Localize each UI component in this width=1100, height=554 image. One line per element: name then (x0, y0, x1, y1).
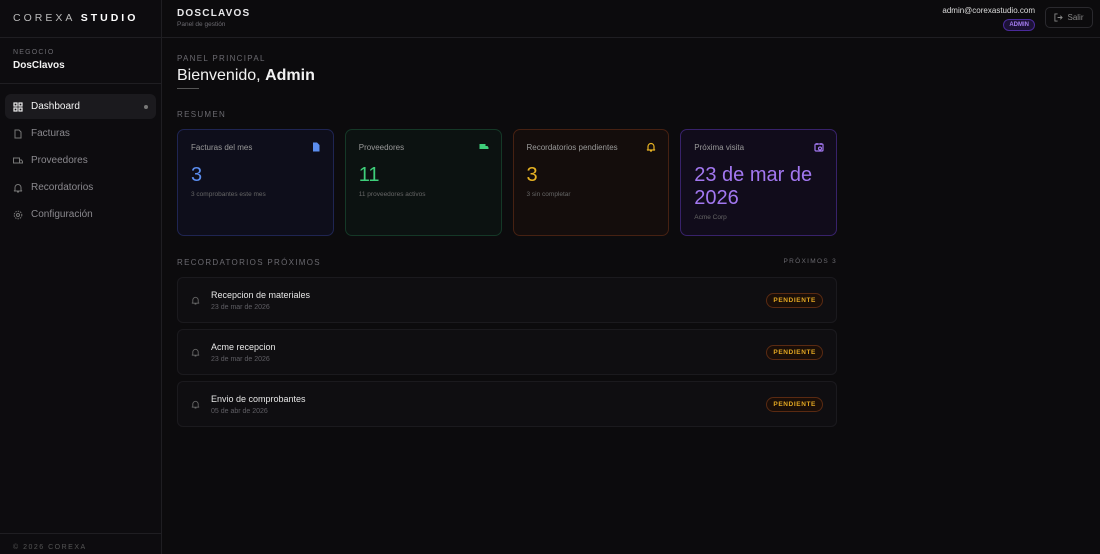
sidebar-item-proveedores[interactable]: Proveedores (5, 148, 156, 173)
sidebar-item-label: Dashboard (31, 101, 80, 112)
logout-icon (1054, 13, 1064, 22)
card-proveedores[interactable]: Proveedores 11 11 proveedores activos (344, 129, 502, 236)
card-subtitle: 3 comprobantes este mes (191, 191, 266, 198)
reminder-title: Recepcion de materiales (211, 289, 311, 300)
section-label: PANEL PRINCIPAL (177, 54, 266, 63)
title-underline (177, 88, 199, 89)
reminders-count: PRÓXIMOS 3 (783, 258, 837, 265)
reminder-date: 23 de mar de 2026 (211, 303, 270, 311)
business-label: NEGOCIO (13, 49, 55, 56)
card-subtitle: 3 sin completar (526, 191, 571, 198)
logout-button[interactable]: Salir (1045, 7, 1093, 28)
sidebar-item-label: Proveedores (31, 155, 88, 166)
brand-subtitle: Panel de gestión (177, 21, 226, 28)
top-bar: DOSCLAVOS Panel de gestión admin@corexas… (162, 0, 1100, 38)
card-facturas[interactable]: Facturas del mes 3 3 comprobantes este m… (177, 129, 334, 236)
card-title: Próxima visita (694, 143, 745, 152)
card-value: 11 (358, 164, 380, 186)
sidebar-item-label: Configuración (31, 209, 93, 220)
reminders-header: RECORDATORIOS PRÓXIMOS PRÓXIMOS 3 (177, 258, 837, 267)
user-name: Admin (265, 67, 315, 84)
bell-icon (191, 400, 200, 409)
business-name: DosClavos (13, 60, 65, 71)
brand-title: DOSCLAVOS (177, 8, 251, 19)
sidebar-item-dashboard[interactable]: Dashboard (5, 94, 156, 119)
card-title: Proveedores (358, 143, 405, 152)
sidebar-item-configuracion[interactable]: Configuración (5, 202, 156, 227)
bell-icon (191, 296, 200, 305)
calendar-icon (814, 143, 824, 152)
status-badge: PENDIENTE (766, 292, 823, 308)
card-title: Recordatorios pendientes (526, 143, 618, 152)
reminder-title: Envio de comprobantes (211, 393, 306, 404)
reminders-list: Recepcion de materiales 23 de mar de 2026… (177, 277, 837, 427)
status-badge: PENDIENTE (766, 344, 823, 360)
page-title: Bienvenido, Admin (177, 67, 837, 85)
main-content: PANEL PRINCIPAL Bienvenido, Admin RESUME… (177, 54, 837, 433)
bell-icon (13, 183, 23, 192)
user-email: admin@corexastudio.com (942, 6, 1035, 15)
reminder-date: 23 de mar de 2026 (211, 355, 270, 363)
summary-cards: Facturas del mes 3 3 comprobantes este m… (177, 129, 837, 236)
card-title: Facturas del mes (191, 143, 253, 152)
card-value: 3 (191, 164, 203, 186)
sidebar: COREXA STUDIO NEGOCIO DosClavos Dashboar… (0, 0, 162, 554)
bell-icon (191, 348, 200, 357)
sidebar-item-label: Recordatorios (31, 182, 94, 193)
logo-text: COREXA (13, 12, 75, 24)
file-icon (14, 129, 22, 138)
sidebar-nav: Dashboard Facturas Proveedores Recordato… (0, 84, 161, 239)
logo-bold: STUDIO (80, 12, 139, 24)
reminder-date: 05 de abr de 2026 (211, 407, 268, 415)
reminder-title: Acme recepcion (211, 341, 276, 352)
sidebar-item-facturas[interactable]: Facturas (5, 121, 156, 146)
summary-label: RESUMEN (177, 110, 227, 119)
gear-icon (13, 210, 23, 219)
card-subtitle: Acme Corp (694, 214, 727, 221)
card-value: 3 (526, 164, 538, 186)
logo: COREXA STUDIO (0, 0, 161, 38)
reminders-label: RECORDATORIOS PRÓXIMOS (177, 258, 321, 267)
truck-icon (479, 144, 488, 149)
welcome-text: Bienvenido, (177, 67, 261, 84)
list-item[interactable]: Acme recepcion 23 de mar de 2026 PENDIENT… (177, 329, 837, 375)
sidebar-footer: © 2026 COREXA (0, 533, 161, 554)
sidebar-item-label: Facturas (31, 128, 70, 139)
truck-icon (13, 157, 23, 163)
status-badge: PENDIENTE (766, 396, 823, 412)
bell-icon (646, 142, 656, 152)
list-item[interactable]: Recepcion de materiales 23 de mar de 2026… (177, 277, 837, 323)
card-subtitle: 11 proveedores activos (358, 191, 426, 198)
business-section: NEGOCIO DosClavos (0, 38, 161, 84)
role-badge: ADMIN (1003, 19, 1035, 31)
card-value: 23 de mar de 2026 (694, 164, 813, 209)
sidebar-item-recordatorios[interactable]: Recordatorios (5, 175, 156, 200)
card-recordatorios[interactable]: Recordatorios pendientes 3 3 sin complet… (512, 129, 670, 236)
active-indicator (144, 104, 148, 109)
grid-icon (13, 101, 23, 112)
card-proxima-visita[interactable]: Próxima visita 23 de mar de 2026 Acme Co… (680, 129, 837, 236)
file-icon (312, 142, 320, 152)
logout-label: Salir (1067, 13, 1084, 22)
list-item[interactable]: Envio de comprobantes 05 de abr de 2026 P… (177, 381, 837, 427)
